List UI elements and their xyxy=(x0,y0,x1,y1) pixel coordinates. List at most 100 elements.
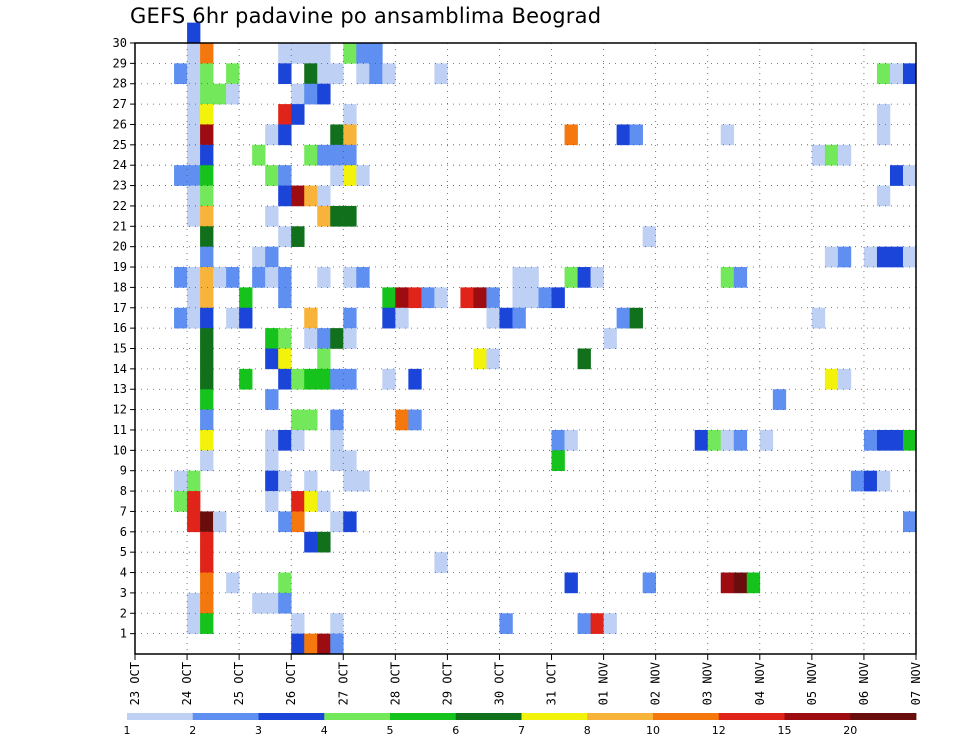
heatmap-cell xyxy=(733,267,748,288)
heatmap-cell xyxy=(590,613,604,634)
heatmap-cell xyxy=(187,22,201,44)
heatmap-cell xyxy=(564,267,578,288)
heatmap-cell xyxy=(174,165,188,186)
heatmap-cell xyxy=(759,429,774,451)
heatmap-cell xyxy=(278,572,292,594)
heatmap-cell xyxy=(304,83,318,105)
heatmap-cell xyxy=(265,165,279,186)
heatmap-cell xyxy=(421,287,435,309)
y-tick-label: 1 xyxy=(120,627,127,641)
heatmap-cell xyxy=(369,43,383,64)
heatmap-cells xyxy=(174,22,917,655)
chart-title: GEFS 6hr padavine po ansamblima Beograd xyxy=(130,4,602,28)
x-tick-label: 02 NOV xyxy=(649,662,663,705)
heatmap-cell xyxy=(291,104,305,125)
colorbar-swatch xyxy=(455,713,522,720)
heatmap-cell xyxy=(642,226,656,247)
heatmap-cell xyxy=(577,267,591,288)
heatmap-cell xyxy=(876,429,891,451)
heatmap-cell xyxy=(408,409,422,431)
heatmap-cell xyxy=(317,144,331,166)
heatmap-cell xyxy=(889,63,904,85)
colorbar-tick-label: 10 xyxy=(646,724,660,737)
heatmap-cell xyxy=(564,572,578,594)
heatmap-cell xyxy=(863,429,878,451)
heatmap-cell xyxy=(824,144,839,166)
heatmap-cell xyxy=(226,63,240,85)
colorbar-tick-label: 8 xyxy=(584,724,591,737)
heatmap-cell xyxy=(187,104,201,125)
y-tick-label: 2 xyxy=(120,606,127,620)
heatmap-cell xyxy=(317,63,331,85)
heatmap-cell xyxy=(330,124,344,146)
heatmap-cell xyxy=(356,165,370,186)
heatmap-cell xyxy=(434,287,448,309)
heatmap-cell xyxy=(200,267,214,288)
heatmap-cell xyxy=(512,267,526,288)
heatmap-cell xyxy=(278,348,292,370)
heatmap-cell xyxy=(265,246,279,268)
heatmap-cell xyxy=(187,511,201,533)
heatmap-cell xyxy=(278,104,292,125)
heatmap-cell xyxy=(902,429,917,451)
y-tick-label: 28 xyxy=(113,77,127,91)
heatmap-cell xyxy=(746,572,761,594)
heatmap-cell xyxy=(304,185,318,207)
heatmap-cell xyxy=(291,491,305,512)
heatmap-cell xyxy=(291,43,305,64)
heatmap-cell xyxy=(616,307,630,329)
heatmap-cell xyxy=(200,165,214,186)
heatmap-cell xyxy=(187,267,201,288)
heatmap-cell xyxy=(499,613,513,634)
x-tick-label: 05 NOV xyxy=(805,662,819,705)
y-tick-label: 18 xyxy=(113,280,127,294)
heatmap-cell xyxy=(200,124,214,146)
heatmap-cell xyxy=(382,307,396,329)
heatmap-cell xyxy=(512,307,526,329)
heatmap-cell xyxy=(187,165,201,186)
heatmap-cell xyxy=(330,613,344,634)
x-tick-label: 27 OCT xyxy=(336,662,350,705)
colorbar-tick-label: 2 xyxy=(189,724,196,737)
heatmap-cell xyxy=(226,267,240,288)
heatmap-cell xyxy=(616,124,630,146)
heatmap-cell xyxy=(200,307,214,329)
heatmap-cell xyxy=(811,307,826,329)
heatmap-cell xyxy=(356,43,370,64)
heatmap-cell xyxy=(187,144,201,166)
colorbar-tick-label: 20 xyxy=(843,724,857,737)
heatmap-cell xyxy=(200,389,214,410)
colorbar-tick-label: 12 xyxy=(712,724,726,737)
heatmap-cell xyxy=(239,287,253,309)
colorbar-swatch xyxy=(718,713,785,720)
heatmap-cell xyxy=(278,470,292,492)
heatmap-cell xyxy=(200,63,214,85)
heatmap-cell xyxy=(499,307,513,329)
heatmap-cell xyxy=(395,307,409,329)
y-tick-label: 17 xyxy=(113,301,127,315)
heatmap-cell xyxy=(837,368,852,390)
heatmap-cell xyxy=(889,246,904,268)
heatmap-cell xyxy=(720,572,735,594)
heatmap-cell xyxy=(200,429,214,451)
y-tick-label: 27 xyxy=(113,97,127,111)
colorbar-tick-label: 3 xyxy=(255,724,262,737)
colorbar-swatch xyxy=(784,713,851,720)
heatmap-cell xyxy=(304,328,318,349)
heatmap-cell xyxy=(356,267,370,288)
heatmap-cell xyxy=(252,246,266,268)
heatmap-cell xyxy=(330,450,344,471)
heatmap-cell xyxy=(330,368,344,390)
heatmap-cell xyxy=(382,63,396,85)
colorbar-tick-label: 15 xyxy=(778,724,792,737)
heatmap-cell xyxy=(902,165,917,186)
heatmap-cell xyxy=(304,307,318,329)
heatmap-cell xyxy=(343,307,357,329)
heatmap-cell xyxy=(304,633,318,655)
heatmap-cell xyxy=(291,409,305,431)
heatmap-cell xyxy=(200,409,214,431)
heatmap-cell xyxy=(512,287,526,309)
heatmap-cell xyxy=(278,63,292,85)
heatmap-cell xyxy=(278,124,292,146)
heatmap-cell xyxy=(200,328,214,349)
